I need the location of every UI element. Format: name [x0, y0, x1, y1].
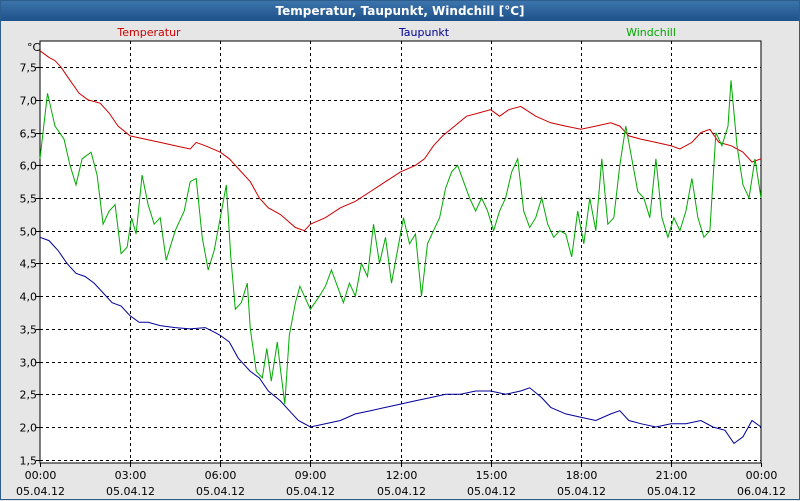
y-tick-label: 5,5: [20, 193, 38, 206]
y-tick-label: 3,5: [20, 324, 38, 337]
grid: [40, 41, 761, 463]
y-tick-label: 6,0: [20, 160, 38, 173]
x-tick-time: 18:00: [566, 469, 598, 482]
x-tick-date: 05.04.12: [286, 485, 335, 498]
x-tick-date: 06.04.12: [737, 485, 786, 498]
y-tick-label: 6,5: [20, 128, 38, 141]
x-tick-time: 21:00: [656, 469, 688, 482]
legend-windchill: Windchill: [626, 26, 676, 39]
y-tick-label: 3,0: [20, 357, 38, 370]
x-tick-time: 06:00: [205, 469, 237, 482]
legend: Temperatur Taupunkt Windchill: [116, 26, 676, 39]
y-tick-label: 2,0: [20, 422, 38, 435]
series-line-temperatur: [39, 50, 762, 232]
x-tick-time: 12:00: [386, 469, 418, 482]
y-tick-label: 2,5: [20, 389, 38, 402]
y-tick-label: 5,0: [20, 226, 38, 239]
series-lines: [39, 50, 762, 445]
x-tick-time: 09:00: [295, 469, 327, 482]
x-tick-time: 15:00: [476, 469, 508, 482]
x-tick-date: 05.04.12: [647, 485, 696, 498]
x-axis: 00:00 05.04.12 03:00 05.04.12 06:00 05.04.12 0…: [16, 463, 786, 498]
y-axis-unit: °C: [27, 41, 41, 54]
x-tick-time: 00:00: [746, 469, 778, 482]
window-title: Temperatur, Taupunkt, Windchill [°C]: [1, 1, 799, 21]
y-tick-label: 7,0: [20, 95, 38, 108]
x-tick-date: 05.04.12: [377, 485, 426, 498]
plot-area: [39, 40, 762, 464]
x-tick-date: 05.04.12: [467, 485, 516, 498]
x-tick-date: 05.04.12: [16, 485, 65, 498]
x-tick-date: 05.04.12: [106, 485, 155, 498]
y-tick-label: 1,5: [20, 455, 38, 468]
series-line-taupunkt: [39, 236, 762, 445]
y-tick-label: 4,0: [20, 291, 38, 304]
y-tick-label: 4,5: [20, 258, 38, 271]
y-axis: °C 1,5 2,0 2,5 3,0 3,5 4,0 4,5 5,0 5,5 6,0 6,5 7,0 7…: [20, 41, 41, 468]
x-tick-date: 05.04.12: [196, 485, 245, 498]
y-tick-label: 7,5: [20, 62, 38, 75]
legend-temperatur: Temperatur: [116, 26, 181, 39]
x-tick-time: 03:00: [115, 469, 147, 482]
series-line-windchill: [39, 80, 762, 405]
x-tick-date: 05.04.12: [557, 485, 606, 498]
legend-taupunkt: Taupunkt: [398, 26, 450, 39]
x-tick-time: 00:00: [25, 469, 57, 482]
